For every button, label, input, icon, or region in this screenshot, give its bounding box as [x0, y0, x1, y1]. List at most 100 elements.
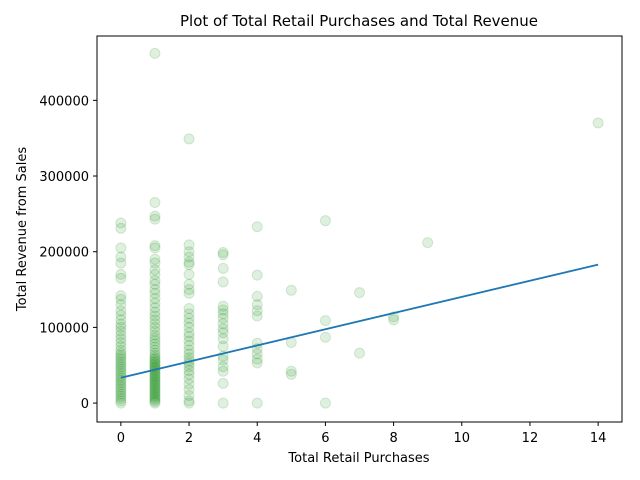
data-point [217, 323, 229, 335]
data-point [115, 372, 127, 384]
data-point [149, 287, 161, 299]
data-point [115, 314, 127, 326]
data-point [149, 321, 161, 333]
x-axis-title: Total Retail Purchases [287, 451, 429, 466]
data-point [149, 253, 161, 265]
fit-line [120, 263, 599, 379]
data-point [115, 268, 127, 280]
data-point [149, 297, 161, 309]
data-point [149, 347, 161, 359]
data-point [149, 391, 161, 403]
data-point [217, 354, 229, 366]
data-point [115, 217, 127, 229]
x-axis: 0 2 4 6 8 10 12 14 [117, 422, 607, 446]
data-point [115, 381, 127, 393]
data-point [149, 380, 161, 392]
data-point [183, 378, 195, 390]
y-tick-label: 100000 [39, 321, 89, 336]
data-point [183, 259, 195, 271]
data-point [149, 284, 161, 296]
data-point [251, 348, 263, 360]
data-point [388, 314, 400, 326]
data-point [149, 242, 161, 254]
x-tick-label: 8 [389, 431, 397, 446]
x-tick-label: 6 [321, 431, 329, 446]
data-point [251, 305, 263, 317]
data-point [183, 251, 195, 263]
data-point [149, 371, 161, 383]
data-point [149, 210, 161, 222]
x-tick-label: 10 [453, 431, 470, 446]
data-point [149, 386, 161, 398]
data-point [217, 340, 229, 352]
data-point [149, 355, 161, 367]
data-point [251, 269, 263, 281]
data-point [115, 344, 127, 356]
data-point [149, 257, 161, 269]
data-point [149, 318, 161, 330]
data-point [115, 368, 127, 380]
chart-title: Plot of Total Retail Purchases and Total… [180, 12, 538, 30]
data-point [115, 354, 127, 366]
plot-frame [96, 35, 623, 423]
data-point [183, 302, 195, 314]
data-point [115, 388, 127, 400]
data-point [115, 329, 127, 341]
data-point [149, 338, 161, 350]
data-point [115, 290, 127, 302]
data-point [251, 299, 263, 311]
data-point [149, 352, 161, 364]
data-point [149, 306, 161, 318]
data-point [149, 377, 161, 389]
data-point [115, 337, 127, 349]
data-point [149, 370, 161, 382]
data-point [251, 353, 263, 365]
data-point [149, 383, 161, 395]
data-point [149, 47, 161, 59]
data-point [149, 240, 161, 252]
data-point [149, 268, 161, 280]
data-point [217, 300, 229, 312]
data-point [115, 347, 127, 359]
data-point [149, 302, 161, 314]
x-tick-label: 14 [590, 431, 607, 446]
data-point [115, 363, 127, 375]
data-point [183, 321, 195, 333]
data-point [149, 388, 161, 400]
data-point [149, 274, 161, 286]
data-point [115, 393, 127, 405]
data-point [115, 349, 127, 361]
data-point [149, 329, 161, 341]
data-point [149, 332, 161, 344]
data-point [115, 340, 127, 352]
data-point [251, 221, 263, 233]
data-point [183, 246, 195, 258]
data-point [285, 368, 297, 380]
data-point [115, 352, 127, 364]
data-point [115, 365, 127, 377]
x-tick-label: 0 [117, 431, 125, 446]
data-point [183, 335, 195, 347]
data-point [149, 397, 161, 409]
data-point [217, 365, 229, 377]
data-point [149, 349, 161, 361]
data-point [217, 276, 229, 288]
data-point [217, 397, 229, 409]
data-point [183, 278, 195, 290]
data-point [217, 249, 229, 261]
data-point [149, 264, 161, 276]
data-point [319, 331, 331, 343]
data-point [354, 347, 365, 359]
data-point [285, 365, 297, 377]
data-point [115, 361, 127, 373]
data-point [319, 397, 331, 409]
data-point [217, 377, 229, 389]
data-point [149, 385, 161, 397]
data-point [149, 197, 161, 209]
data-point [115, 356, 127, 368]
data-point [115, 390, 127, 402]
data-point [183, 395, 195, 407]
data-point [285, 284, 297, 296]
data-point [149, 394, 161, 406]
data-point [115, 386, 127, 398]
